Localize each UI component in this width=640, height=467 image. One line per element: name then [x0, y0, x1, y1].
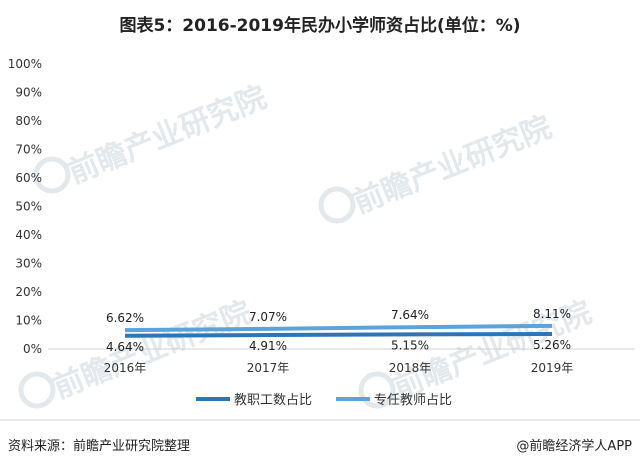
x-tick-label: 2018年: [389, 361, 432, 375]
x-tick-label: 2016年: [104, 361, 147, 375]
data-label: 5.15%: [391, 338, 429, 352]
y-tick-label: 60%: [15, 171, 42, 185]
y-tick-label: 100%: [8, 57, 42, 71]
legend: 教职工数占比 专任教师占比: [196, 392, 452, 408]
series-line: [124, 332, 553, 338]
watermark-mark: 前瞻产业研究院: [33, 80, 272, 194]
legend-label: 教职工数占比: [234, 392, 312, 408]
data-label: 4.91%: [249, 339, 287, 353]
watermark-text: 前瞻产业研究院: [49, 295, 257, 406]
data-label: 5.26%: [533, 338, 571, 352]
data-label: 7.64%: [391, 308, 429, 322]
x-tick-label: 2019年: [531, 361, 574, 375]
data-label: 8.11%: [533, 307, 571, 321]
watermark-text: 前瞻产业研究院: [349, 110, 557, 221]
y-tick-label: 70%: [15, 143, 42, 157]
data-labels: 6.62% 7.07% 7.64% 8.11% 4.64% 4.91% 5.15% 5.26%: [106, 307, 571, 354]
brand-note: @前瞻经济学人APP: [516, 438, 632, 454]
legend-label: 专任教师占比: [374, 392, 452, 408]
chart-title: 图表5：2016-2019年民办小学师资占比(单位：%): [119, 15, 520, 36]
x-tick-label: 2017年: [247, 361, 290, 375]
y-tick-label: 80%: [15, 114, 42, 128]
series-line: [124, 323, 553, 333]
watermark-text: 前瞻产业研究院: [64, 80, 272, 191]
y-axis: 0% 10% 20% 30% 40% 50% 60% 70% 80% 90% 100%: [8, 57, 42, 356]
y-tick-label: 20%: [15, 285, 42, 299]
x-axis: 2016年 2017年 2018年 2019年: [104, 361, 574, 375]
data-label: 4.64%: [106, 340, 144, 354]
y-tick-label: 50%: [15, 200, 42, 214]
data-label: 7.07%: [249, 310, 287, 324]
y-tick-label: 30%: [15, 257, 42, 271]
series-lines: [124, 323, 553, 338]
legend-item: 专任教师占比: [336, 392, 452, 408]
legend-item: 教职工数占比: [196, 392, 312, 408]
watermark-mark: 前瞻产业研究院: [318, 110, 557, 224]
source-note: 资料来源：前瞻产业研究院整理: [8, 438, 190, 454]
y-tick-label: 0%: [23, 342, 42, 356]
y-tick-label: 90%: [15, 86, 42, 100]
data-label: 6.62%: [106, 311, 144, 325]
y-tick-label: 10%: [15, 314, 42, 328]
y-tick-label: 40%: [15, 228, 42, 242]
